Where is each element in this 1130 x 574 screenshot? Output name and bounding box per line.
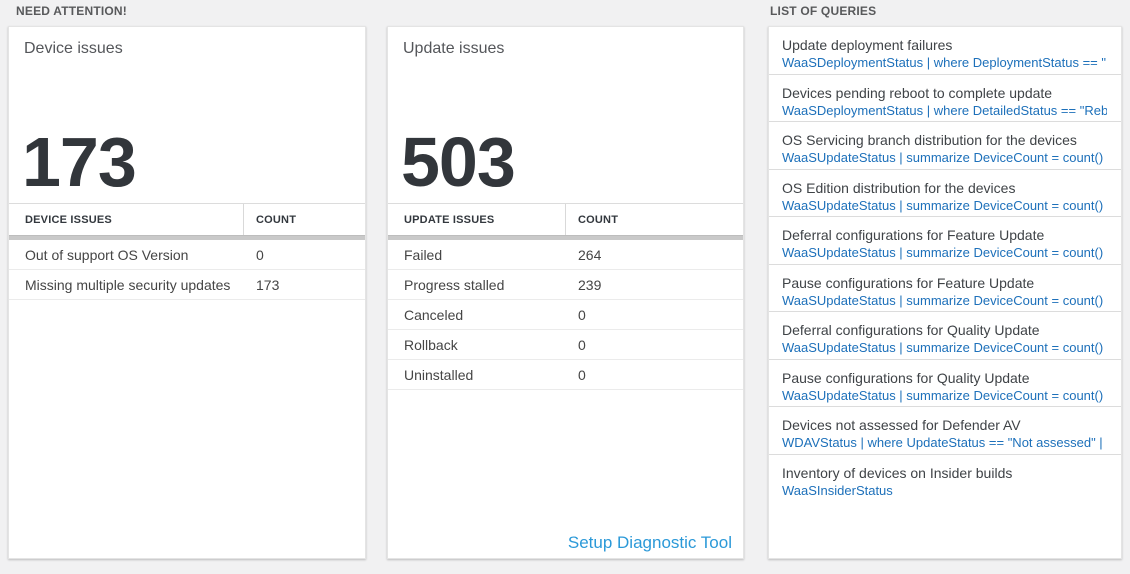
query-title: Update deployment failures: [782, 37, 953, 53]
list-of-queries-panel: Update deployment failures WaaSDeploymen…: [768, 26, 1122, 559]
table-row[interactable]: Failed 264: [388, 240, 743, 270]
row-count: 173: [256, 276, 280, 293]
query-text: WDAVStatus | where UpdateStatus == "Not …: [782, 435, 1107, 450]
query-title: Devices not assessed for Defender AV: [782, 417, 1021, 433]
update-issues-total: 503: [401, 123, 516, 201]
query-title: Pause configurations for Quality Update: [782, 369, 1030, 386]
query-item[interactable]: Devices not assessed for Defender AV WDA…: [769, 407, 1121, 455]
query-title: Pause configurations for Feature Update: [782, 274, 1035, 291]
table-header-row: UPDATE ISSUES COUNT: [388, 203, 743, 235]
row-count: 0: [578, 336, 586, 353]
query-title: OS Servicing branch distribution for the…: [782, 132, 1077, 148]
query-title: Devices pending reboot to complete updat…: [782, 84, 1053, 101]
table-row[interactable]: Missing multiple security updates 173: [9, 270, 365, 300]
query-item[interactable]: Deferral configurations for Quality Upda…: [769, 312, 1121, 360]
query-item[interactable]: OS Edition distribution for the devices …: [769, 169, 1121, 217]
table-scrollbar[interactable]: [388, 235, 743, 240]
query-item[interactable]: OS Servicing branch distribution for the…: [769, 122, 1121, 170]
update-issues-table: UPDATE ISSUES COUNT Failed 264 Progress …: [388, 203, 743, 390]
row-label: Out of support OS Version: [25, 246, 189, 263]
table-row[interactable]: Canceled 0: [388, 300, 743, 330]
query-text: WaaSUpdateStatus | summarize DeviceCount…: [782, 340, 1107, 355]
table-row[interactable]: Uninstalled 0: [388, 360, 743, 390]
query-item[interactable]: Inventory of devices on Insider builds W…: [769, 454, 1121, 558]
query-title: Deferral configurations for Quality Upda…: [782, 322, 1040, 338]
query-title: Deferral configurations for Feature Upda…: [782, 227, 1045, 243]
device-issues-card: Device issues 173 DEVICE ISSUES COUNT Ou…: [8, 26, 366, 559]
query-title: OS Edition distribution for the devices: [782, 179, 1016, 196]
list-of-queries-header: LIST OF QUERIES: [770, 4, 877, 18]
row-label: Missing multiple security updates: [25, 276, 231, 293]
row-label: Failed: [404, 246, 443, 263]
row-count: 264: [578, 246, 602, 263]
device-issues-total: 173: [22, 123, 137, 201]
query-text: WaaSUpdateStatus | summarize DeviceCount…: [782, 245, 1107, 260]
query-text: WaaSUpdateStatus | summarize DeviceCount…: [782, 292, 1107, 308]
query-text: WaaSInsiderStatus: [782, 482, 893, 498]
row-count: 239: [578, 276, 602, 293]
column-header-count: COUNT: [256, 213, 297, 226]
column-header-count: COUNT: [578, 213, 619, 226]
table-header-row: DEVICE ISSUES COUNT: [9, 203, 365, 235]
table-scrollbar[interactable]: [9, 235, 365, 240]
update-card-title: Update issues: [403, 40, 505, 57]
query-text: WaaSDeploymentStatus | where DeploymentS…: [782, 55, 1107, 70]
column-header-update-issues: UPDATE ISSUES: [404, 213, 495, 226]
row-count: 0: [256, 246, 264, 263]
row-label: Canceled: [404, 306, 464, 323]
row-label: Rollback: [404, 336, 458, 353]
query-text: WaaSDeploymentStatus | where DetailedSta…: [782, 102, 1107, 118]
query-item[interactable]: Pause configurations for Quality Update …: [769, 359, 1121, 407]
setup-diagnostic-tool-link[interactable]: Setup Diagnostic Tool: [567, 533, 732, 552]
query-text: WaaSUpdateStatus | summarize DeviceCount…: [782, 150, 1107, 165]
column-header-device-issues: DEVICE ISSUES: [25, 213, 112, 226]
row-count: 0: [578, 306, 586, 323]
query-title: Inventory of devices on Insider builds: [782, 464, 1013, 481]
row-label: Progress stalled: [404, 276, 505, 293]
need-attention-header: NEED ATTENTION!: [16, 4, 127, 18]
device-card-title: Device issues: [24, 40, 123, 57]
table-row[interactable]: Progress stalled 239: [388, 270, 743, 300]
query-text: WaaSUpdateStatus | summarize DeviceCount…: [782, 197, 1107, 213]
query-item[interactable]: Pause configurations for Feature Update …: [769, 264, 1121, 312]
query-item[interactable]: Update deployment failures WaaSDeploymen…: [769, 27, 1121, 75]
table-row[interactable]: Out of support OS Version 0: [9, 240, 365, 270]
row-label: Uninstalled: [404, 366, 474, 383]
query-item[interactable]: Devices pending reboot to complete updat…: [769, 74, 1121, 122]
query-item[interactable]: Deferral configurations for Feature Upda…: [769, 217, 1121, 265]
query-text: WaaSUpdateStatus | summarize DeviceCount…: [782, 387, 1107, 403]
table-row[interactable]: Rollback 0: [388, 330, 743, 360]
device-issues-table: DEVICE ISSUES COUNT Out of support OS Ve…: [9, 203, 365, 300]
row-count: 0: [578, 366, 586, 383]
update-issues-card: Update issues 503 UPDATE ISSUES COUNT Fa…: [387, 26, 744, 559]
